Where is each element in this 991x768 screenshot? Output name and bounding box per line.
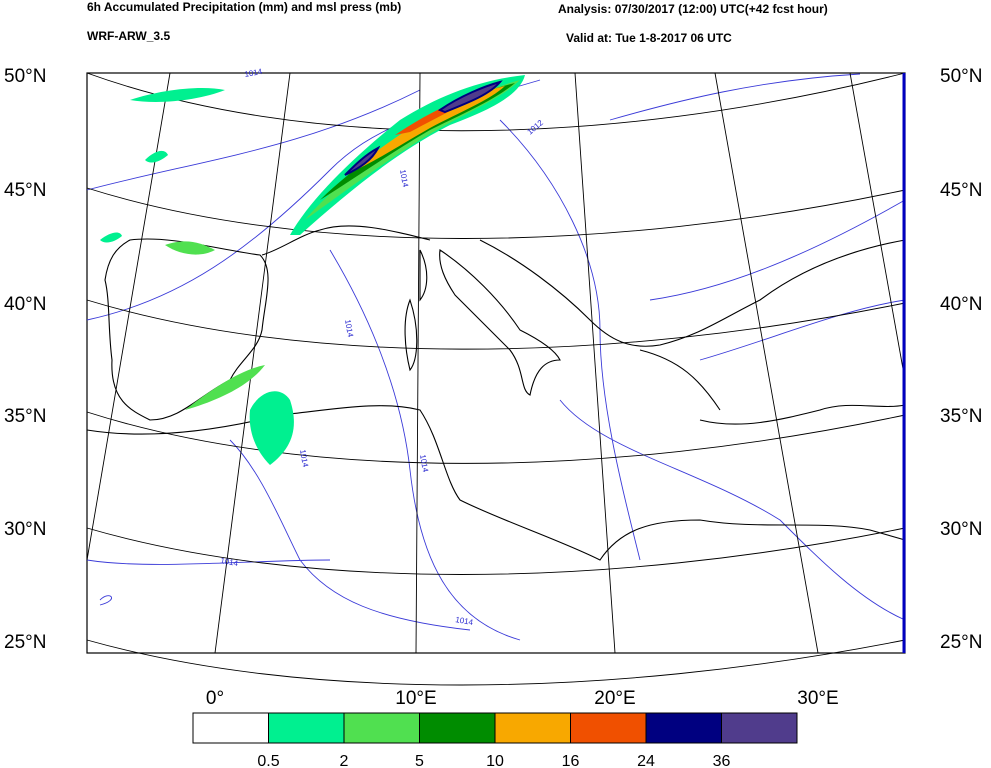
- legend-swatch: [645, 712, 722, 744]
- lat-label: 25°N: [4, 632, 46, 653]
- isobar-label: 1014: [244, 67, 264, 79]
- lat-label: 40°N: [4, 294, 46, 315]
- lat-label: 45°N: [940, 180, 982, 201]
- legend-swatch: [268, 712, 345, 744]
- lat-label: 35°N: [940, 406, 982, 427]
- title: 6h Accumulated Precipitation (mm) and ms…: [87, 0, 401, 14]
- legend-label: 5: [415, 753, 424, 768]
- lat-label: 40°N: [940, 294, 982, 315]
- legend-swatch: [343, 712, 420, 744]
- analysis: Analysis: 07/30/2017 (12:00) UTC(+42 fcs…: [558, 2, 828, 16]
- isobar-label: 1014: [220, 556, 240, 568]
- legend-label: 24: [637, 753, 655, 768]
- legend-label: 0.5: [257, 753, 279, 768]
- legend-swatch: [570, 712, 647, 744]
- isobar-label: 1014: [418, 454, 430, 474]
- isobar-label: 1014: [343, 319, 355, 339]
- isobar-label: 1014: [398, 169, 410, 189]
- map-frame: [86, 72, 906, 654]
- legend: 0.5 2 5 10 16 24 36: [192, 712, 798, 768]
- legend-swatch: [494, 712, 571, 744]
- valid-time: Valid at: Tue 1-8-2017 06 UTC: [566, 31, 732, 45]
- lat-label: 30°N: [4, 519, 46, 540]
- lat-label: 35°N: [4, 406, 46, 427]
- map: [86, 72, 906, 686]
- lat-label: 50°N: [4, 66, 46, 87]
- lon-label: 0°: [206, 688, 224, 709]
- lon-label: 30°E: [797, 688, 838, 709]
- lon-label: 10°E: [395, 688, 436, 709]
- legend-swatch: [419, 712, 496, 744]
- lat-label: 50°N: [940, 66, 982, 87]
- isobar-label: 1014: [298, 449, 310, 469]
- lon-label: 20°E: [594, 688, 635, 709]
- lat-label: 45°N: [4, 180, 46, 201]
- model: WRF-ARW_3.5: [87, 29, 170, 43]
- lat-label: 30°N: [940, 519, 982, 540]
- lat-label: 25°N: [940, 632, 982, 653]
- legend-label: 2: [340, 753, 349, 768]
- legend-swatch: [192, 712, 269, 744]
- isobar-label: 1014: [455, 615, 475, 627]
- legend-swatch: [721, 712, 798, 744]
- legend-label: 10: [486, 753, 504, 768]
- labels: 50°N 50°N 45°N 45°N 40°N 40°N 35°N 35°N 30°N 30°N…: [4, 66, 982, 709]
- legend-label: 16: [562, 753, 580, 768]
- legend-label: 36: [713, 753, 731, 768]
